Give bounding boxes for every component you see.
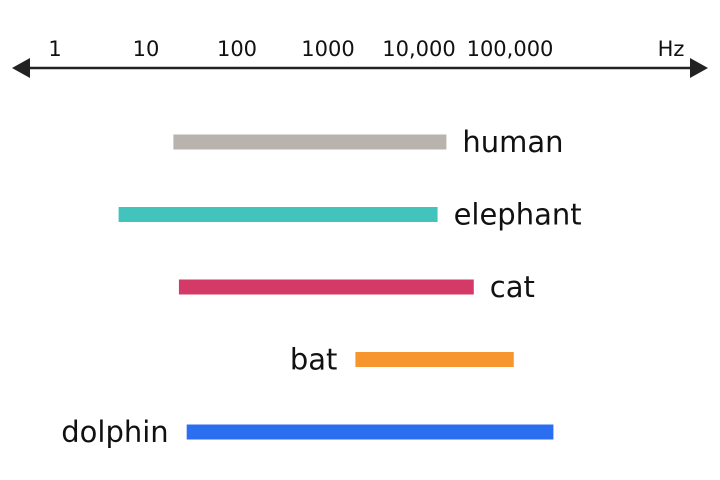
range-bar-human [173, 134, 447, 150]
tick-label: 1 [48, 37, 61, 61]
frequency-axis [12, 58, 708, 78]
range-bar-dolphin [186, 424, 554, 440]
tick-label: 100,000 [467, 37, 554, 61]
series-label-cat: cat [490, 270, 535, 304]
tick-label: 100 [217, 37, 257, 61]
axis-arrow-right [690, 58, 708, 78]
range-bar-elephant [118, 207, 438, 222]
series-label-dolphin: dolphin [61, 415, 168, 449]
range-bar-cat [178, 279, 474, 295]
axis-unit-label: Hz [658, 37, 685, 61]
tick-label: 10 [133, 37, 160, 61]
series-label-human: human [462, 125, 563, 159]
series-label-elephant: elephant [454, 198, 582, 232]
series-label-bat: bat [290, 343, 338, 377]
tick-labels: 1 10 100 1000 10,000 100,000 [48, 37, 553, 61]
axis-arrow-left [12, 58, 30, 78]
tick-label: 10,000 [382, 37, 455, 61]
range-bars: human elephant cat bat dolphin [61, 125, 581, 449]
tick-label: 1000 [301, 37, 354, 61]
range-bar-bat [355, 352, 514, 367]
